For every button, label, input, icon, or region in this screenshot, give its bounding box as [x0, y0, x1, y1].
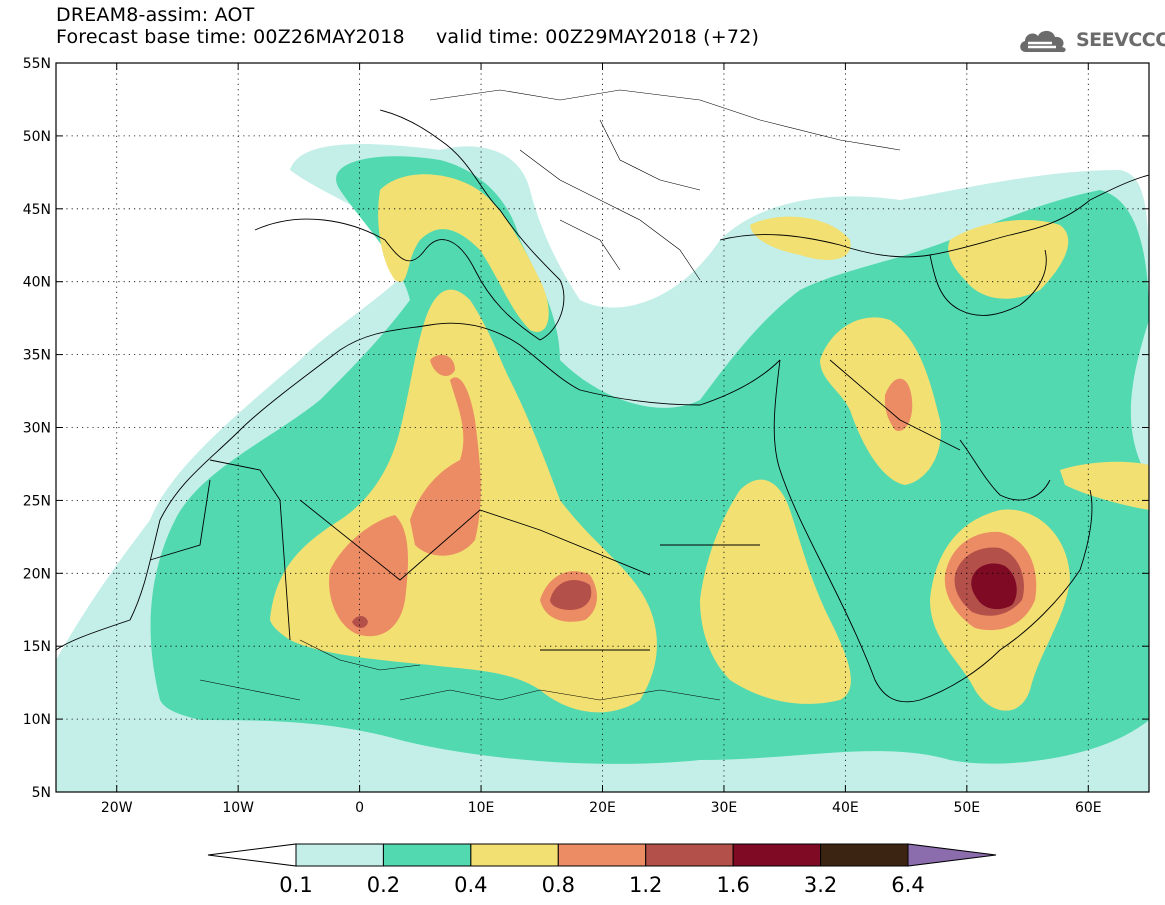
- lon-label: 10W: [222, 800, 254, 816]
- aot-contour-0.4: [948, 220, 1069, 299]
- colorbar-under-triangle: [207, 843, 297, 867]
- aot-contour-0.8: [410, 377, 481, 556]
- colorbar-swatch: [820, 843, 909, 867]
- aot-contour-0.4: [700, 479, 851, 704]
- colorbar-swatch: [382, 843, 472, 867]
- lat-label: 10N: [23, 712, 51, 728]
- lon-label: 0: [355, 800, 364, 816]
- colorbar-swatch: [295, 843, 384, 867]
- colorbar: 0.1 0.2 0.4 0.8 1.2 1.6 3.2 6.4: [207, 843, 997, 897]
- lon-label: 20W: [101, 800, 133, 816]
- aot-contour-0.4: [378, 174, 549, 332]
- lat-label: 5N: [32, 785, 51, 801]
- lon-label: 60E: [1075, 800, 1102, 816]
- coastlines: [56, 109, 1149, 703]
- lat-label: 45N: [23, 202, 51, 218]
- colorbar-swatch: [557, 843, 647, 867]
- aot-contour-1.6: [971, 563, 1017, 610]
- lat-label: 55N: [23, 56, 51, 72]
- lon-label: 10E: [468, 800, 495, 816]
- lon-label: 40E: [832, 800, 859, 816]
- aot-contour-0.8: [329, 515, 408, 637]
- lon-label: 50E: [953, 800, 980, 816]
- aot-contour-0.8: [430, 354, 455, 376]
- colorbar-label: 0.1: [279, 873, 312, 897]
- lat-label: 20N: [23, 566, 51, 582]
- lat-label: 30N: [23, 421, 51, 437]
- lat-label: 40N: [23, 275, 51, 291]
- country-borders: [199, 89, 901, 701]
- logo-text: SEEVCCC: [1076, 29, 1165, 51]
- aot-contour-0.4: [750, 216, 851, 260]
- colorbar-swatch: [732, 843, 822, 867]
- colorbar-swatch: [470, 843, 559, 867]
- lat-label: 50N: [23, 129, 51, 145]
- colorbar-label: 6.4: [891, 873, 924, 897]
- colorbar-label: 0.4: [454, 873, 487, 897]
- lon-label: 30E: [711, 800, 738, 816]
- logo: SEEVCCC: [1016, 24, 1165, 56]
- lon-label: 20E: [589, 800, 616, 816]
- axis-ticks: 55N 50N 45N 40N 35N 30N 25N 20N 15N 10N 5N 20W 10W 0 1…: [23, 56, 1149, 816]
- gridlines: [56, 63, 1149, 792]
- lat-label: 35N: [23, 348, 51, 364]
- chart-title: DREAM8-assim: AOT: [56, 4, 255, 26]
- aot-contour-1.2: [550, 580, 592, 610]
- aot-contour-0.8: [884, 378, 913, 431]
- colorbar-over-triangle: [907, 843, 997, 867]
- colorbar-label: 1.2: [629, 873, 662, 897]
- aot-contour-1.2: [352, 616, 368, 628]
- cloud-icon: [1020, 30, 1066, 53]
- aot-contour-0.4: [820, 317, 941, 485]
- chart-subtitle: Forecast base time: 00Z26MAY2018 valid t…: [56, 26, 760, 48]
- lat-label: 25N: [23, 493, 51, 509]
- colorbar-swatch: [645, 843, 734, 867]
- colorbar-label: 0.8: [542, 873, 575, 897]
- colorbar-label: 1.6: [716, 873, 749, 897]
- lat-label: 15N: [23, 639, 51, 655]
- colorbar-label: 0.2: [367, 873, 400, 897]
- aot-contour-0.4: [1060, 461, 1149, 510]
- colorbar-label: 3.2: [804, 873, 837, 897]
